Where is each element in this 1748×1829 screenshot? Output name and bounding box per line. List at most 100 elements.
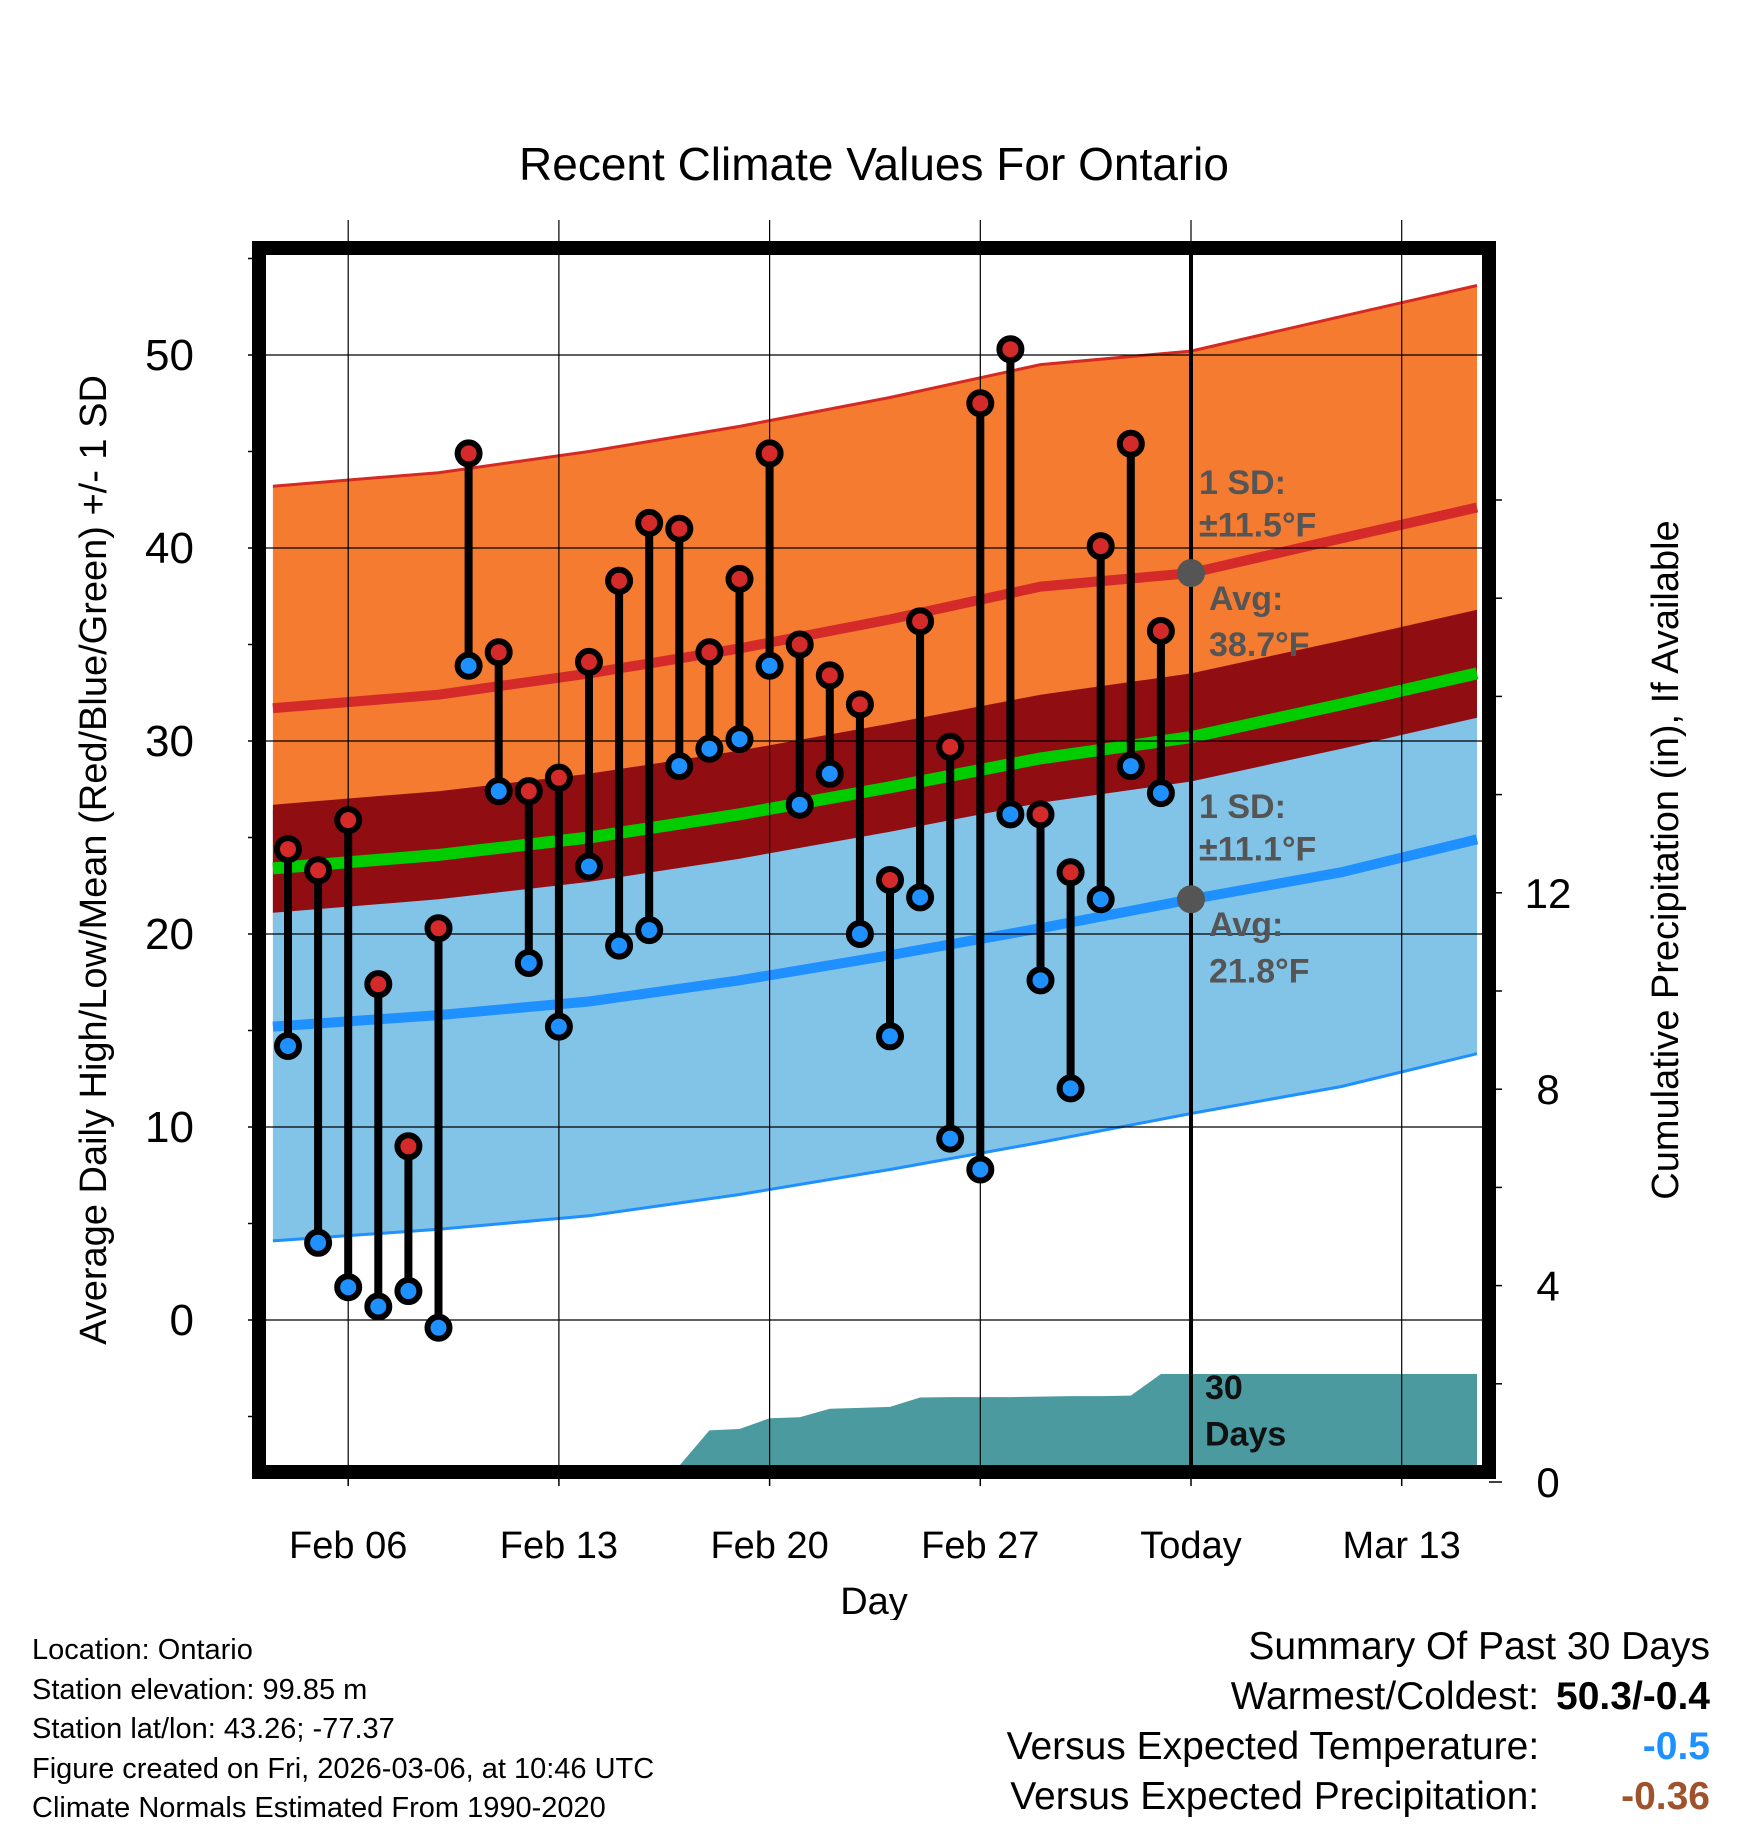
axes: 0 10 20 30 40 50 0 4 8 12 Feb 06 Feb 13 Feb 20 Feb 27…	[145, 257, 1572, 1567]
y2-tick-label: 12	[1525, 870, 1572, 917]
low-temp-point	[725, 725, 754, 754]
y2-tick-label: 8	[1536, 1066, 1559, 1113]
normal-high-line	[272, 502, 1479, 714]
precipitation-area	[467, 1374, 1477, 1472]
high-temp-point	[785, 630, 814, 659]
low-temp-point	[665, 752, 694, 781]
high-temp-point	[304, 856, 333, 885]
plot-frame	[252, 241, 1496, 1479]
x-axis-label: Day	[840, 1581, 908, 1620]
annotations: 1 SD: ±11.5°F Avg: 38.7°F 1 SD: ±11.1°F Avg: 21…	[1177, 464, 1316, 1453]
low-temp-point	[1116, 752, 1145, 781]
high-sd-upper-edge	[272, 284, 1478, 488]
low-temp-point	[815, 759, 844, 788]
low-temp-point	[274, 1031, 302, 1060]
high-temp-point	[876, 865, 904, 894]
temp-departure-label: Versus Expected Temperature:	[1006, 1725, 1540, 1768]
precip-departure-value: -0.36	[1621, 1775, 1710, 1818]
y-tick-label: 0	[170, 1296, 194, 1345]
location-text: Location: Ontario	[32, 1634, 253, 1666]
high-temp-point	[906, 607, 935, 636]
summary-warm-cold: Warmest/Coldest: 50.3/-0.4	[1007, 1672, 1710, 1722]
station-metadata: Location: Ontario Station elevation: 99.…	[32, 1631, 654, 1829]
low-temp-point	[484, 777, 513, 806]
low-temp-point	[1026, 966, 1055, 995]
low-temp-point	[544, 1012, 573, 1041]
high-temp-point	[725, 564, 754, 593]
low-temp-point	[394, 1277, 423, 1306]
low-temp-point	[575, 852, 603, 881]
plot-area	[272, 284, 1479, 1472]
low-temp-point	[1146, 779, 1175, 808]
summary-panel: Summary Of Past 30 Days Warmest/Coldest:…	[1007, 1622, 1710, 1822]
x-tick-label: Feb 20	[710, 1525, 828, 1567]
high-avg-label: Avg:	[1209, 580, 1283, 618]
y-tick-label: 40	[145, 524, 194, 573]
x-tick-label: Feb 27	[921, 1525, 1039, 1567]
high-temp-point	[605, 566, 634, 595]
low-sd-value: ±11.1°F	[1199, 831, 1316, 869]
observations	[274, 335, 1175, 1342]
high-temp-point	[845, 690, 874, 719]
high-temp-point	[1146, 616, 1175, 645]
high-temp-point	[514, 777, 543, 806]
precip-period-number: 30	[1205, 1369, 1243, 1407]
temp-departure-value: -0.5	[1642, 1725, 1710, 1768]
high-temp-point	[966, 389, 995, 418]
x-tick-label: Mar 13	[1343, 1525, 1461, 1567]
y2-tick-label: 4	[1536, 1263, 1559, 1310]
high-temp-point	[544, 763, 573, 792]
low-temp-point	[605, 931, 634, 960]
low-temp-point	[304, 1228, 333, 1257]
x-tick-label: Feb 13	[500, 1525, 618, 1567]
normal-mean-line	[272, 667, 1479, 875]
chart-title: Recent Climate Values For Ontario	[519, 138, 1229, 190]
low-temp-point	[845, 920, 874, 948]
x-tick-label: Feb 06	[289, 1525, 407, 1567]
climate-chart: Recent Climate Values For Ontario 1 SD: ±…	[73, 138, 1687, 1620]
y-tick-label: 50	[145, 331, 194, 380]
high-temp-point	[695, 638, 724, 667]
x-tick-label: Today	[1140, 1525, 1241, 1567]
high-temp-point	[1086, 532, 1115, 561]
y2-tick-label: 0	[1536, 1459, 1559, 1506]
high-sd-label: 1 SD:	[1199, 464, 1286, 502]
high-temp-point	[1116, 429, 1145, 458]
low-temp-point	[906, 883, 935, 912]
low-avg-value: 21.8°F	[1209, 952, 1310, 990]
high-temp-point	[1026, 800, 1055, 829]
low-temp-point	[454, 651, 483, 680]
high-avg-point	[1177, 559, 1205, 588]
warm-cold-label: Warmest/Coldest:	[1230, 1675, 1540, 1718]
summary-temp: Versus Expected Temperature: -0.5	[1007, 1722, 1710, 1772]
high-temp-point	[454, 439, 483, 468]
low-temp-point	[876, 1022, 904, 1051]
latlon-text: Station lat/lon: 43.26; -77.37	[32, 1713, 395, 1745]
high-temp-point	[635, 508, 664, 537]
low-temp-point	[1056, 1074, 1085, 1103]
high-temp-point	[815, 661, 844, 690]
high-temp-point	[996, 335, 1025, 364]
low-temp-point	[695, 734, 724, 763]
low-temp-point	[966, 1155, 995, 1184]
high-temp-point	[755, 439, 784, 468]
low-sd-lower-edge	[272, 1052, 1478, 1243]
high-sd-value: ±11.5°F	[1199, 506, 1316, 544]
low-temp-point	[334, 1273, 363, 1302]
low-temp-point	[996, 800, 1025, 829]
low-avg-point	[1177, 885, 1205, 914]
high-temp-point	[936, 732, 965, 761]
low-temp-point	[514, 948, 543, 977]
high-temp-point	[575, 647, 603, 676]
y-tick-label: 10	[145, 1103, 194, 1152]
summary-precip: Versus Expected Precipitation: -0.36	[1007, 1772, 1710, 1822]
high-temp-point	[1056, 858, 1085, 887]
precip-departure-label: Versus Expected Precipitation:	[1010, 1775, 1540, 1818]
low-temp-point	[635, 916, 664, 945]
high-temp-point	[364, 970, 393, 999]
high-temp-point	[484, 638, 513, 667]
y-tick-label: 20	[145, 910, 194, 959]
low-temp-point	[936, 1124, 965, 1153]
y2-axis-label: Cumulative Precipitation (in), If Availa…	[1645, 520, 1687, 1199]
y-tick-label: 30	[145, 717, 194, 766]
